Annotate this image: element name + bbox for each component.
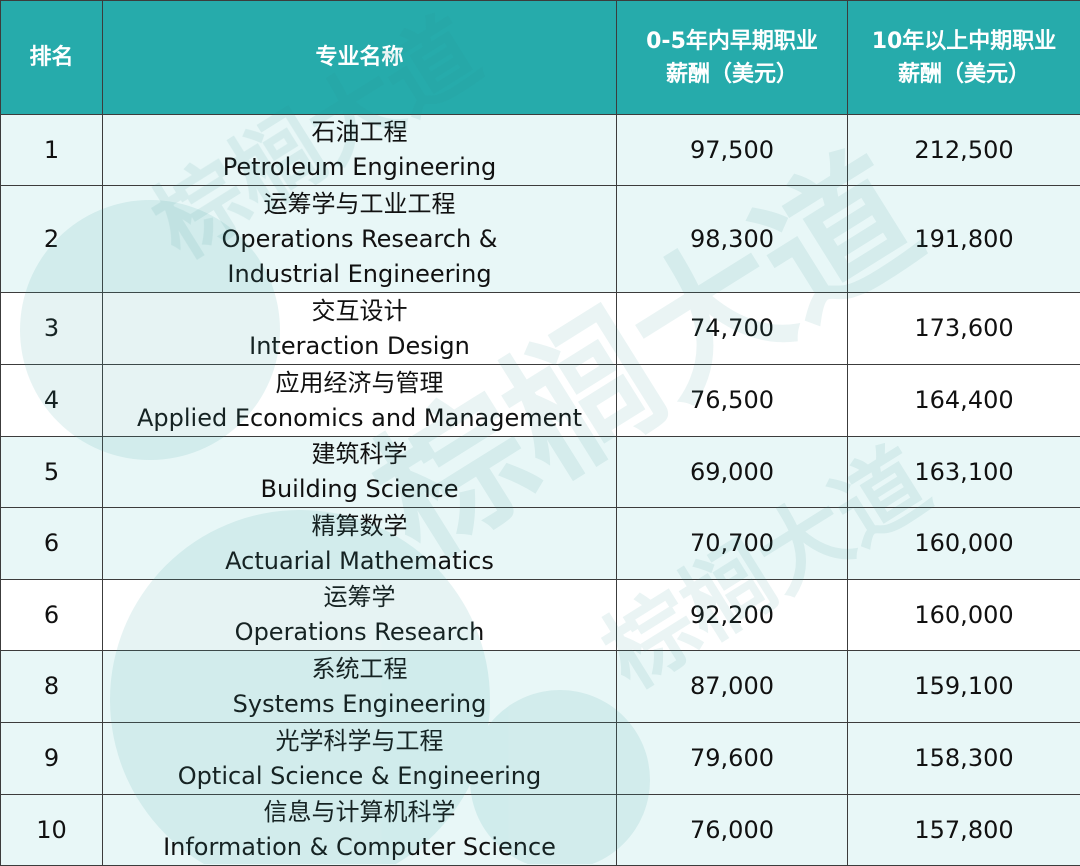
major-name-cn: 应用经济与管理 (103, 366, 616, 401)
major-name-en: Industrial Engineering (103, 257, 616, 292)
major-name-cn: 石油工程 (103, 115, 616, 150)
major-cell: 石油工程 Petroleum Engineering (103, 115, 617, 186)
early-salary-cell: 74,700 (617, 293, 848, 365)
rank-cell: 5 (1, 437, 103, 508)
rank-cell: 6 (1, 508, 103, 580)
major-name-cn: 光学科学与工程 (103, 724, 616, 759)
major-cell: 信息与计算机科学 Information & Computer Science (103, 795, 617, 866)
major-name-en: Actuarial Mathematics (103, 544, 616, 579)
mid-salary-cell: 173,600 (848, 293, 1080, 365)
major-name-cn: 信息与计算机科学 (103, 795, 616, 830)
major-cell: 运筹学与工业工程 Operations Research & Industria… (103, 186, 617, 293)
rank-cell: 6 (1, 580, 103, 651)
major-cell: 建筑科学 Building Science (103, 437, 617, 508)
major-cell: 系统工程 Systems Engineering (103, 651, 617, 723)
early-salary-cell: 76,500 (617, 365, 848, 437)
major-name-en: Interaction Design (103, 329, 616, 364)
table-row: 8 系统工程 Systems Engineering 87,000 159,10… (1, 651, 1080, 723)
major-name-en: Operations Research (103, 615, 616, 650)
early-salary-cell: 92,200 (617, 580, 848, 651)
mid-salary-cell: 164,400 (848, 365, 1080, 437)
early-salary-cell: 97,500 (617, 115, 848, 186)
header-early-salary: 0-5年内早期职业 薪酬（美元） (617, 1, 848, 115)
early-salary-cell: 76,000 (617, 795, 848, 866)
table-row: 5 建筑科学 Building Science 69,000 163,100 (1, 437, 1080, 508)
major-name-en: Building Science (103, 472, 616, 507)
mid-salary-cell: 191,800 (848, 186, 1080, 293)
table-row: 1 石油工程 Petroleum Engineering 97,500 212,… (1, 115, 1080, 186)
mid-salary-cell: 160,000 (848, 580, 1080, 651)
major-name-cn: 系统工程 (103, 652, 616, 687)
table-row: 4 应用经济与管理 Applied Economics and Manageme… (1, 365, 1080, 437)
major-name-en: Information & Computer Science (103, 830, 616, 865)
major-cell: 交互设计 Interaction Design (103, 293, 617, 365)
major-name-en: Optical Science & Engineering (103, 759, 616, 794)
major-name-en: Applied Economics and Management (103, 401, 616, 436)
rank-cell: 3 (1, 293, 103, 365)
rank-cell: 2 (1, 186, 103, 293)
major-name-cn: 运筹学与工业工程 (103, 187, 616, 222)
major-name-en: Petroleum Engineering (103, 150, 616, 185)
early-salary-cell: 87,000 (617, 651, 848, 723)
rank-cell: 1 (1, 115, 103, 186)
mid-salary-cell: 160,000 (848, 508, 1080, 580)
early-salary-cell: 70,700 (617, 508, 848, 580)
mid-salary-cell: 163,100 (848, 437, 1080, 508)
header-rank: 排名 (1, 1, 103, 115)
major-name-en: Systems Engineering (103, 687, 616, 722)
major-cell: 运筹学 Operations Research (103, 580, 617, 651)
mid-salary-cell: 157,800 (848, 795, 1080, 866)
table-header-row: 排名 专业名称 0-5年内早期职业 薪酬（美元） 10年以上中期职业 薪酬（美元… (1, 1, 1080, 115)
mid-salary-cell: 159,100 (848, 651, 1080, 723)
major-cell: 光学科学与工程 Optical Science & Engineering (103, 723, 617, 795)
mid-salary-cell: 158,300 (848, 723, 1080, 795)
header-mid-line1: 10年以上中期职业 (848, 25, 1080, 58)
major-cell: 应用经济与管理 Applied Economics and Management (103, 365, 617, 437)
table-row: 10 信息与计算机科学 Information & Computer Scien… (1, 795, 1080, 866)
major-name-cn: 运筹学 (103, 580, 616, 615)
early-salary-cell: 79,600 (617, 723, 848, 795)
major-name-en: Operations Research & (103, 222, 616, 257)
header-major: 专业名称 (103, 1, 617, 115)
rank-cell: 9 (1, 723, 103, 795)
mid-salary-cell: 212,500 (848, 115, 1080, 186)
header-early-line1: 0-5年内早期职业 (617, 25, 847, 58)
rank-cell: 8 (1, 651, 103, 723)
table-row: 2 运筹学与工业工程 Operations Research & Industr… (1, 186, 1080, 293)
header-early-line2: 薪酬（美元） (617, 58, 847, 91)
table-row: 6 精算数学 Actuarial Mathematics 70,700 160,… (1, 508, 1080, 580)
rank-cell: 4 (1, 365, 103, 437)
major-cell: 精算数学 Actuarial Mathematics (103, 508, 617, 580)
major-name-cn: 精算数学 (103, 509, 616, 544)
header-mid-line2: 薪酬（美元） (848, 58, 1080, 91)
rank-cell: 10 (1, 795, 103, 866)
table-row: 6 运筹学 Operations Research 92,200 160,000 (1, 580, 1080, 651)
table-row: 9 光学科学与工程 Optical Science & Engineering … (1, 723, 1080, 795)
header-mid-salary: 10年以上中期职业 薪酬（美元） (848, 1, 1080, 115)
early-salary-cell: 69,000 (617, 437, 848, 508)
table-row: 3 交互设计 Interaction Design 74,700 173,600 (1, 293, 1080, 365)
major-name-cn: 建筑科学 (103, 437, 616, 472)
major-name-cn: 交互设计 (103, 294, 616, 329)
early-salary-cell: 98,300 (617, 186, 848, 293)
